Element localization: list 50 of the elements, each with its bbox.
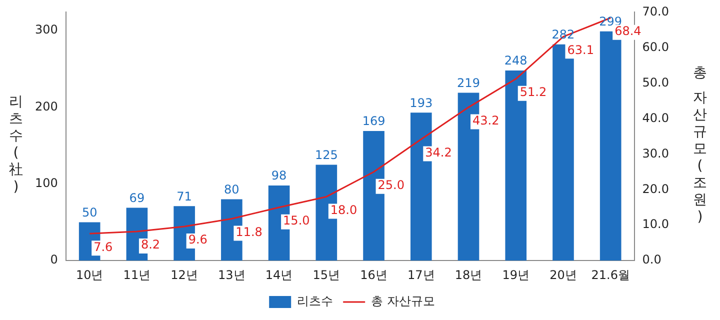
data-label: 69 <box>129 190 145 205</box>
text: 총 자산규모(조원) <box>693 64 707 224</box>
data-label: 50 <box>82 205 98 220</box>
y2-tick-label: 30.0 <box>642 146 669 160</box>
legend-label: 총 자산규모 <box>371 294 435 308</box>
x-tick-label: 15년 <box>312 268 340 282</box>
y2-tick-label: 20.0 <box>642 182 669 196</box>
data-label: 9.6 <box>188 232 208 247</box>
data-label: 71 <box>176 189 192 204</box>
data-label: 8.2 <box>140 238 160 252</box>
data-label: 63.1 <box>567 42 594 57</box>
y-tick-label: 100 <box>35 176 58 190</box>
x-tick-label: 16년 <box>360 268 388 282</box>
data-label: 7.6 <box>94 240 113 254</box>
y2-tick-label: 60.0 <box>642 40 669 54</box>
data-label: 18.0 <box>330 202 358 217</box>
y2-tick-label: 10.0 <box>642 217 669 232</box>
data-label: 193 <box>410 96 433 110</box>
data-label: 219 <box>457 76 480 90</box>
x-tick-label: 11년 <box>123 268 151 282</box>
y2-tick-label: 40.0 <box>642 110 669 125</box>
legend-label: 리츠수 <box>297 294 334 308</box>
data-label: 68.4 <box>614 24 642 38</box>
x-tick-label: 20년 <box>550 268 577 282</box>
data-label: 98 <box>271 168 287 183</box>
y-tick-label: 0 <box>50 252 58 267</box>
data-label: 11.8 <box>236 224 262 239</box>
x-tick-label: 14년 <box>265 268 293 282</box>
data-label: 34.2 <box>425 145 452 160</box>
x-tick-label: 13년 <box>218 268 246 282</box>
y2-tick-label: 50.0 <box>642 75 669 90</box>
data-label: 15.0 <box>283 213 310 228</box>
y2-tick-label: 0.0 <box>642 252 662 267</box>
x-tick-label: 17년 <box>408 268 435 282</box>
x-tick-label: 19년 <box>502 268 530 282</box>
x-tick-label: 12년 <box>170 268 198 282</box>
x-tick-label: 10년 <box>76 268 104 282</box>
x-tick-label: 21.6월 <box>591 268 630 282</box>
data-label: 43.2 <box>472 113 500 128</box>
data-label: 125 <box>314 148 338 162</box>
y2-tick-label: 70.0 <box>642 4 669 18</box>
data-label: 248 <box>504 54 528 68</box>
data-label: 25.0 <box>378 178 404 192</box>
data-label: 80 <box>224 182 240 196</box>
y-axis-title: 리츠수(社) <box>9 94 23 196</box>
data-label: 51.2 <box>520 85 547 100</box>
y-tick-label: 300 <box>35 22 58 37</box>
y-tick-label: 200 <box>35 99 58 114</box>
x-tick-label: 18년 <box>454 268 482 282</box>
data-label: 169 <box>362 114 386 128</box>
